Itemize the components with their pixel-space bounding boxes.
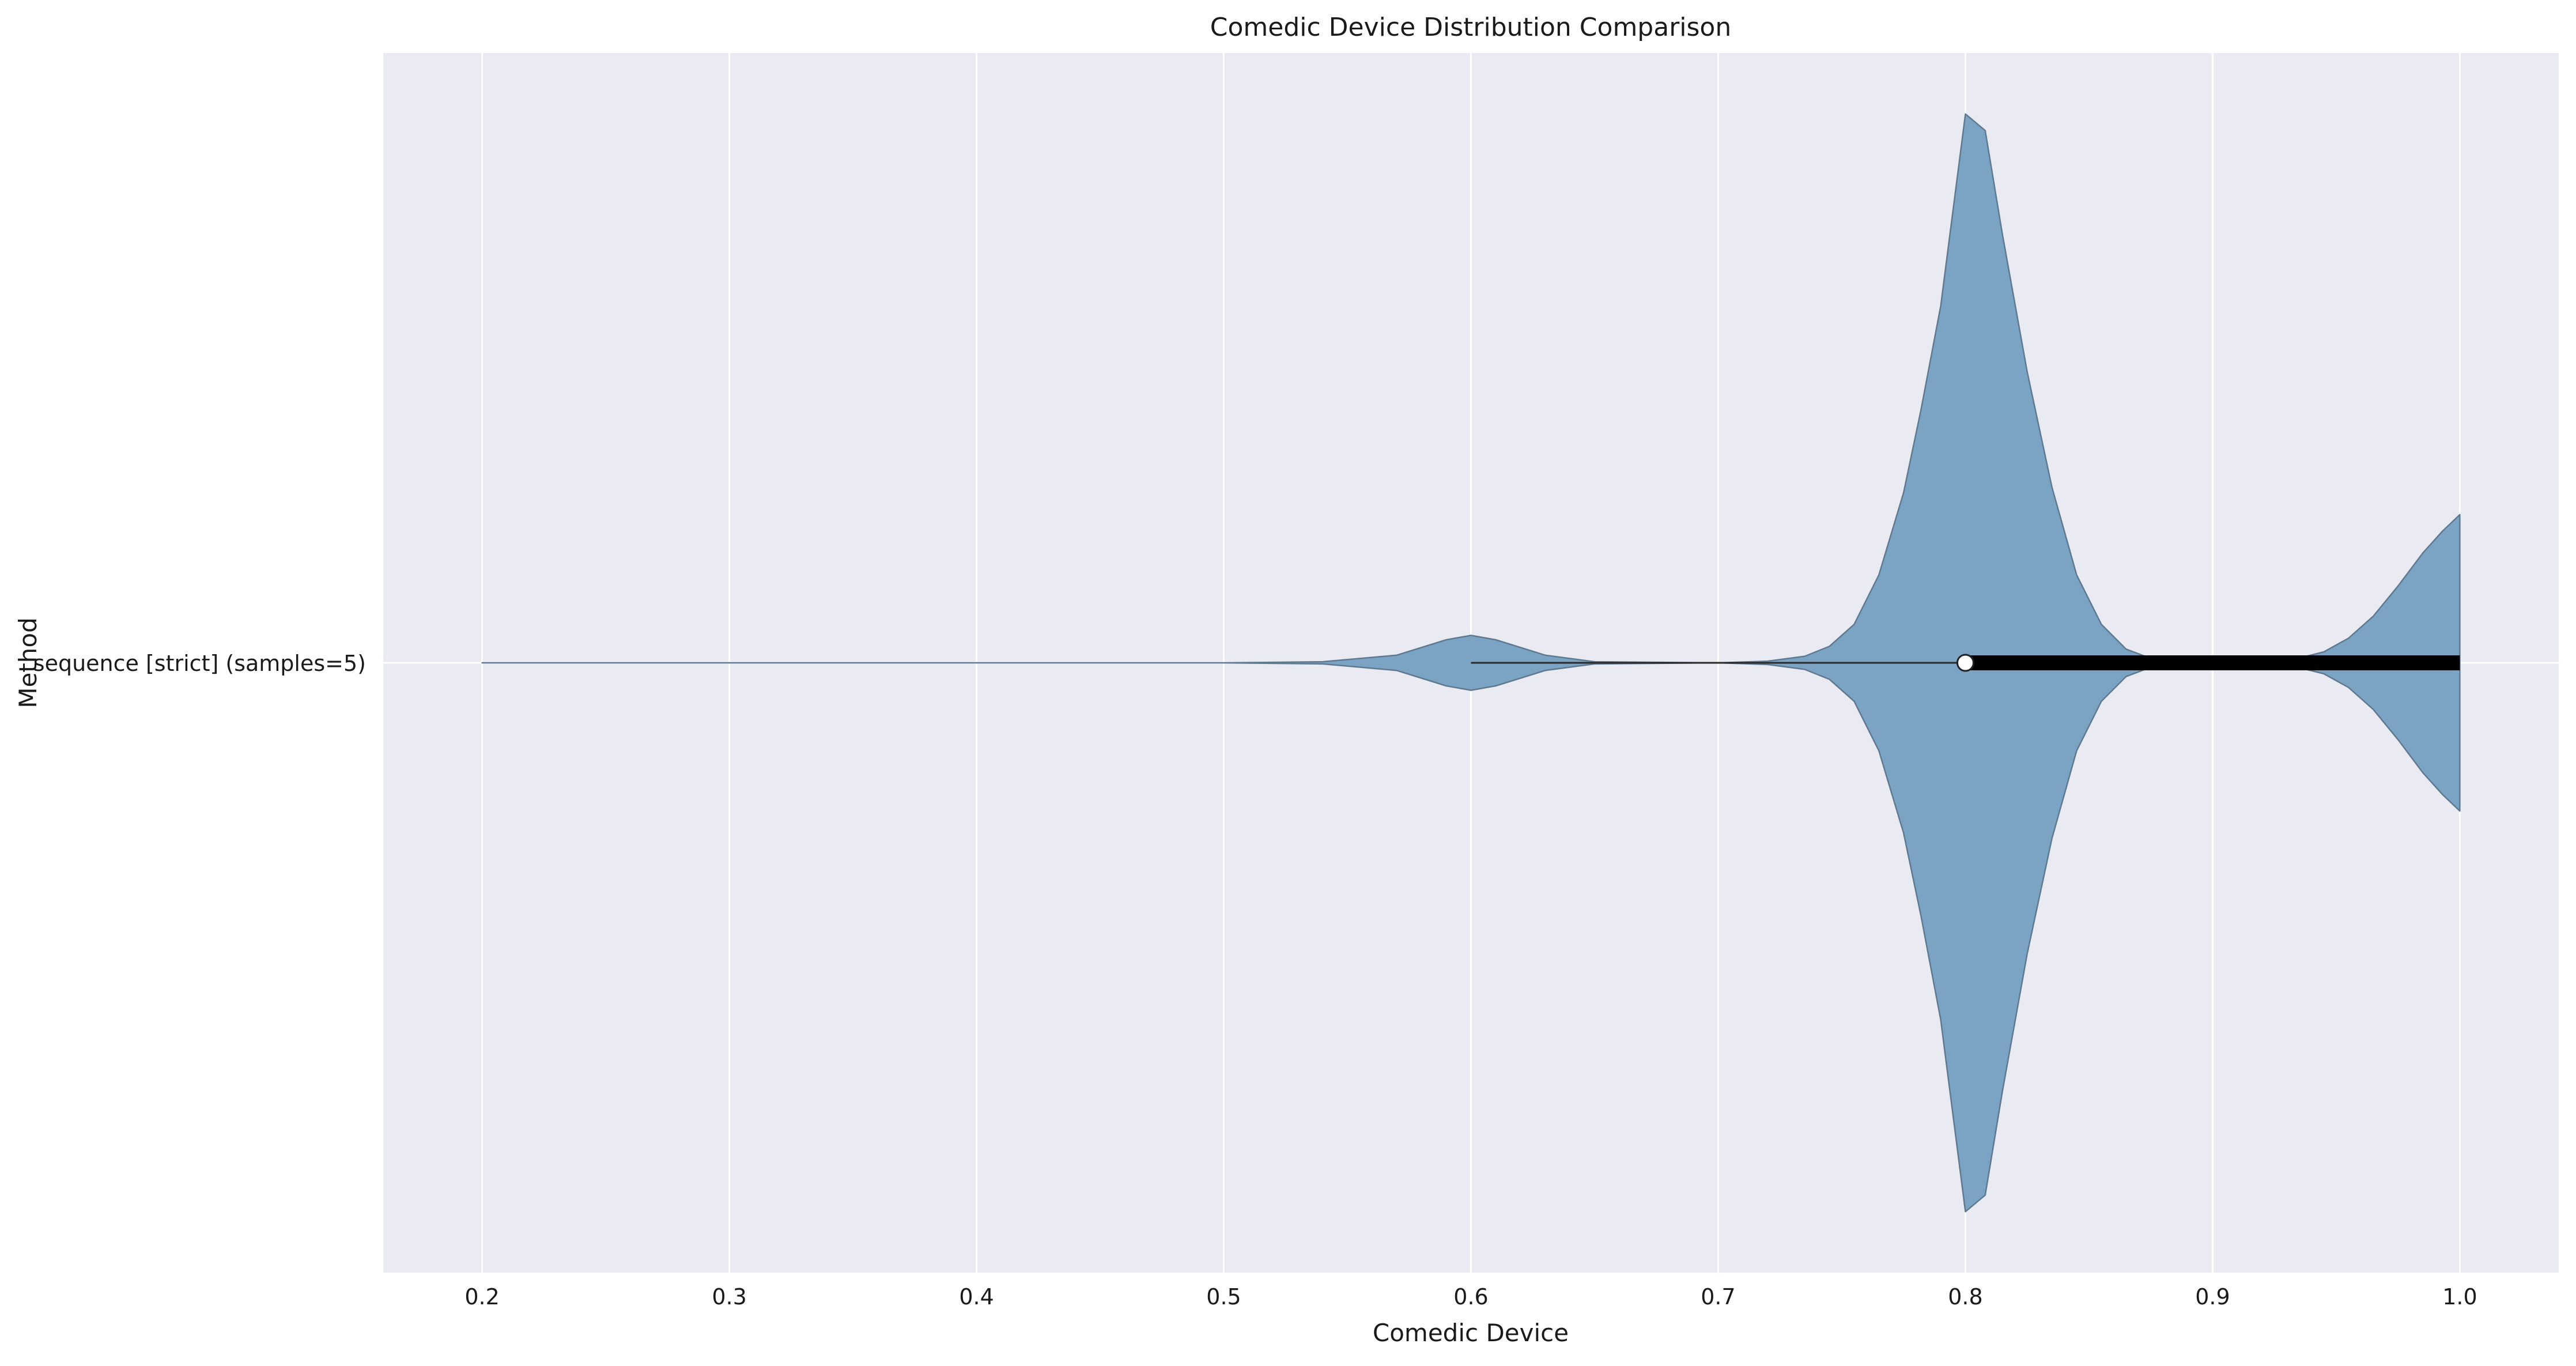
x-axis-label: Comedic Device [1373, 1319, 1569, 1347]
x-tick-label: 0.9 [2195, 1284, 2230, 1310]
x-ticks: 0.2 0.3 0.4 0.5 0.6 0.7 0.8 0.9 1.0 [464, 1284, 2477, 1310]
x-tick-label: 0.7 [1701, 1284, 1735, 1310]
x-tick-label: 0.5 [1206, 1284, 1241, 1310]
x-tick-label: 0.8 [1948, 1284, 1982, 1310]
x-tick-label: 1.0 [2442, 1284, 2477, 1310]
y-axis-label: Method [14, 617, 42, 708]
x-tick-label: 0.4 [959, 1284, 994, 1310]
x-tick-label: 0.6 [1453, 1284, 1488, 1310]
x-tick-label: 0.2 [464, 1284, 499, 1310]
box-elements [1471, 654, 2460, 672]
y-tick-label: sequence [strict] (samples=5) [33, 651, 366, 676]
y-ticks: sequence [strict] (samples=5) [33, 651, 366, 676]
median-marker [1956, 654, 1974, 672]
chart-title: Comedic Device Distribution Comparison [1210, 13, 1732, 42]
x-tick-label: 0.3 [712, 1284, 746, 1310]
